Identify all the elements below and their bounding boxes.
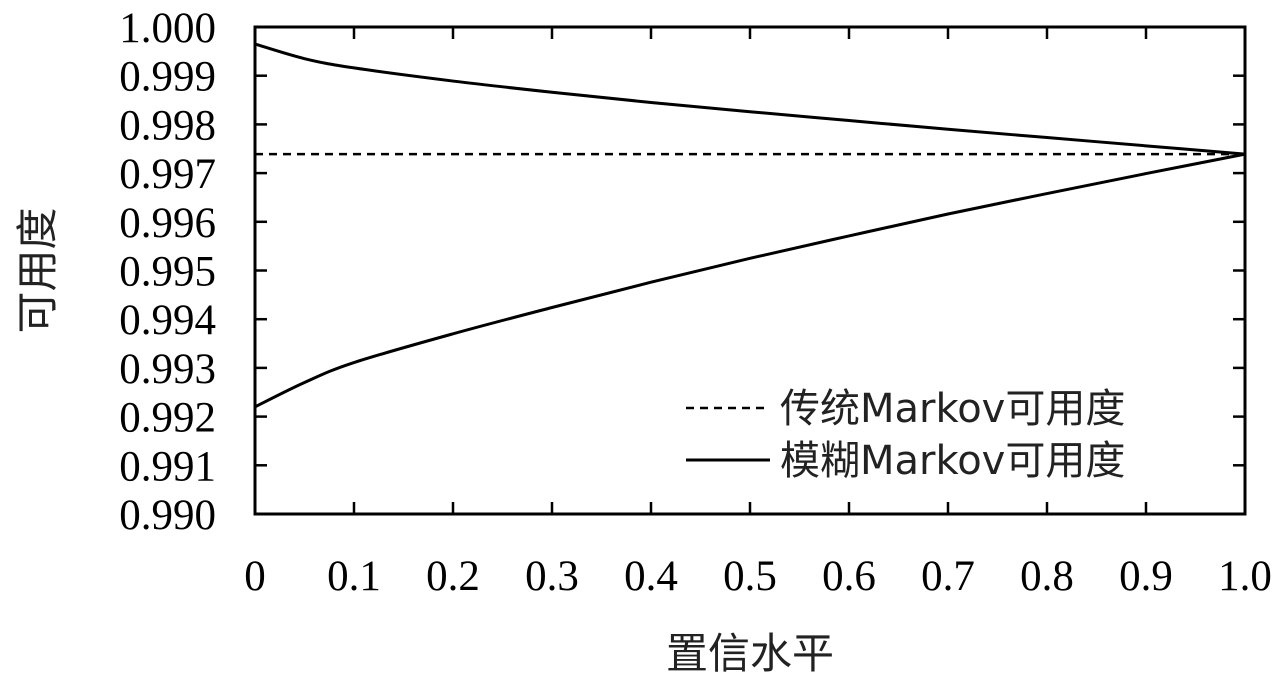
y-tick-label: 0.991: [119, 443, 216, 490]
x-tick-label: 0.8: [1020, 553, 1074, 600]
x-tick-label: 0.9: [1119, 553, 1173, 600]
y-tick-label: 1.000: [119, 5, 216, 52]
x-tick-label: 0.4: [624, 553, 678, 600]
legend-label: 模糊Markov可用度: [780, 438, 1125, 484]
x-tick-label: 0.1: [327, 553, 381, 600]
x-axis-title: 置信水平: [666, 629, 834, 678]
plot-frame: [253, 25, 1247, 516]
x-axis-ticks: 0 0.1 0.2 0.3 0.4 0.5 0.6 0.7 0.8 0.9 1.0: [244, 27, 1272, 600]
x-tick-label: 0.3: [525, 553, 579, 600]
x-tick-label: 0.5: [723, 553, 777, 600]
x-tick-label: 1.0: [1218, 553, 1272, 600]
y-tick-label: 0.997: [119, 151, 216, 198]
x-tick-label: 0: [244, 553, 266, 600]
y-tick-label: 0.995: [119, 249, 216, 296]
y-tick-label: 0.996: [119, 200, 216, 247]
series-line-fuzzy-2: [254, 152, 1246, 409]
y-tick-label: 0.994: [119, 297, 216, 344]
x-tick-label: 0.6: [822, 553, 876, 600]
y-tick-label: 0.998: [119, 102, 216, 149]
y-tick-label: 0.992: [119, 395, 216, 442]
y-tick-label: 0.993: [119, 346, 216, 393]
x-tick-label: 0.7: [921, 553, 975, 600]
y-tick-label: 0.990: [119, 492, 216, 539]
series-line-fuzzy-1: [254, 42, 1246, 156]
y-axis-ticks: 1.0000.9990.9980.9970.9960.9950.9940.993…: [119, 5, 1245, 539]
series-group: [254, 42, 1246, 409]
legend-label: 传统Markov可用度: [780, 386, 1125, 432]
y-axis-title: 可用度: [13, 207, 62, 333]
x-tick-label: 0.2: [426, 553, 480, 600]
y-tick-label: 0.999: [119, 54, 216, 101]
